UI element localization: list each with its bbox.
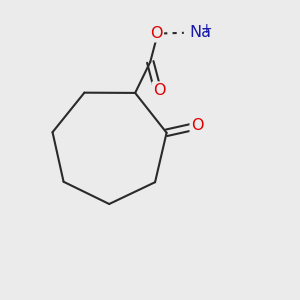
Text: Na: Na (189, 25, 211, 40)
Text: O: O (150, 26, 163, 41)
Text: O: O (191, 118, 204, 134)
Text: O: O (153, 83, 166, 98)
Text: +: + (201, 22, 212, 36)
